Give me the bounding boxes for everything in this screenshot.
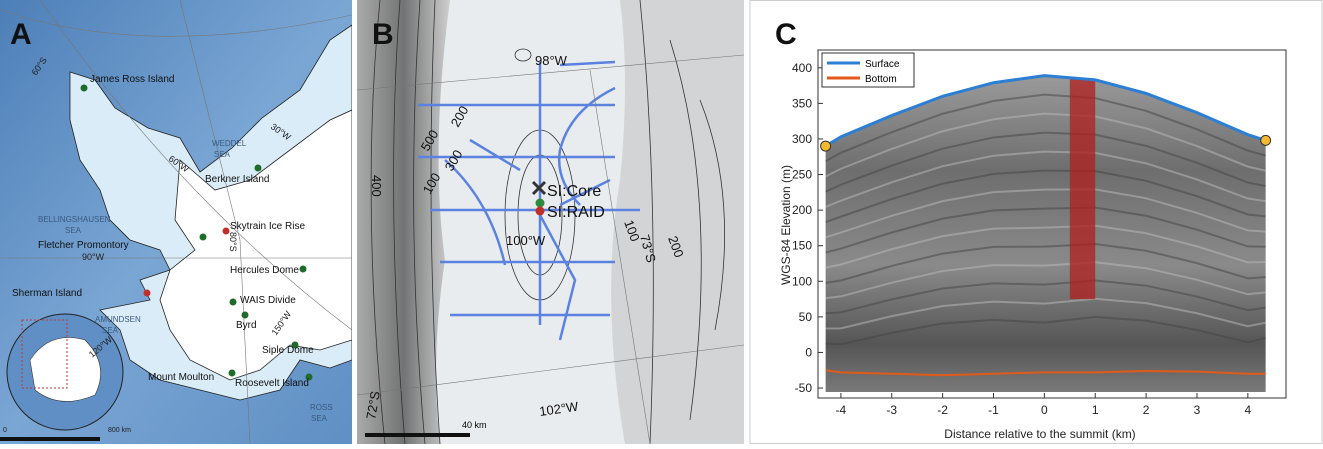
place-label: Fletcher Promontory <box>38 240 129 251</box>
site-dots <box>80 84 313 381</box>
contour-label: 100 <box>621 218 643 244</box>
flight-lines <box>418 60 640 341</box>
radargram <box>825 75 1266 392</box>
y-tick-label: 200 <box>792 203 812 217</box>
series-line <box>825 369 1266 377</box>
inset-box <box>21 319 68 389</box>
graticule-label: 80°S <box>228 232 238 252</box>
place-label: WAIS Divide <box>240 295 296 306</box>
graticule-lines <box>357 54 744 444</box>
graticule-label: 100°W <box>506 233 546 248</box>
site-label: SI:RAID <box>547 204 605 221</box>
x-tick-label: 0 <box>1041 403 1048 417</box>
place-label: Hercules Dome <box>230 265 299 276</box>
radar-layer <box>825 243 1266 284</box>
radar-layer <box>825 297 1266 330</box>
x-tick-label: -4 <box>836 403 847 417</box>
land <box>159 109 352 381</box>
y-tick-label: 350 <box>792 96 812 110</box>
place-label: Mount Moulton <box>148 372 214 383</box>
radar-layer <box>825 188 1266 239</box>
end-marker <box>1260 134 1272 146</box>
panel-label: B <box>372 18 394 51</box>
hillshade <box>611 0 744 444</box>
x-tick-label: -2 <box>937 403 948 417</box>
radar-layer <box>825 261 1266 300</box>
graticule-label: 72°S <box>363 390 383 421</box>
sea-label: WEDDEL <box>212 139 247 148</box>
scale-bar <box>0 437 100 441</box>
x-tick-label: 2 <box>1143 403 1150 417</box>
map-b: B SI:Core SI:RAID 500 200 300 100 400 10… <box>357 0 744 444</box>
inset-continent <box>29 337 101 402</box>
sea-label: ROSS <box>310 403 333 412</box>
graticule-label: 102°W <box>538 399 580 419</box>
sea-label: SEA <box>102 326 119 335</box>
legend-box <box>821 52 915 88</box>
sea-label: BELLINGSHAUSEN <box>38 215 111 224</box>
site-label: SI:Core <box>547 183 601 200</box>
scale-bar <box>365 433 470 437</box>
graticule-label: 90°W <box>82 252 105 262</box>
y-tick-label: 400 <box>792 61 812 75</box>
radar-layer <box>825 169 1266 224</box>
radar-layer <box>825 112 1266 178</box>
place-label: James Ross Island <box>90 74 174 85</box>
place-label: Roosevelt Island <box>235 378 309 389</box>
place-label: Skytrain Ice Rise <box>230 221 305 232</box>
radar-layer <box>825 131 1266 193</box>
radar-layer <box>825 279 1266 315</box>
graticule-label: 73°S <box>637 233 659 265</box>
x-tick-label: -1 <box>988 403 999 417</box>
core-marker <box>531 180 547 196</box>
site-dot <box>535 206 545 216</box>
axes-box <box>817 49 1287 399</box>
y-tick-label: 150 <box>792 239 812 253</box>
contour-label: 400 <box>369 175 384 197</box>
x-tick-label: 1 <box>1092 403 1099 417</box>
scale-label: 0 <box>3 427 7 434</box>
end-marker <box>820 140 832 152</box>
y-tick-label: 300 <box>792 132 812 146</box>
site-dot <box>535 198 545 208</box>
place-label: Byrd <box>236 320 257 331</box>
place-label: Berkner Island <box>205 174 269 185</box>
sea-label: AMUNDSEN <box>95 315 141 324</box>
hillshade <box>357 0 450 444</box>
radar-layer <box>825 93 1266 163</box>
y-tick-label: 50 <box>799 310 813 324</box>
y-tick-label: 250 <box>792 168 812 182</box>
place-label: Sherman Island <box>12 288 82 299</box>
x-axis-label: Distance relative to the summit (km) <box>944 427 1135 441</box>
panel-label: A <box>10 18 32 51</box>
map-a: A James Ross Island Berkner Island Skytr… <box>0 0 352 444</box>
scale-label: 800 km <box>108 427 131 434</box>
x-tick-label: -3 <box>886 403 897 417</box>
radar-layer <box>825 316 1266 346</box>
x-tick-label: 4 <box>1245 403 1252 417</box>
radar-layer <box>825 150 1266 208</box>
y-tick-label: -50 <box>795 381 813 395</box>
sea-label: SEA <box>214 150 231 159</box>
contours <box>370 0 726 444</box>
place-label: Siple Dome <box>262 345 314 356</box>
highlight-box <box>1069 78 1096 300</box>
y-tick-label: 100 <box>792 274 812 288</box>
contour-label: 200 <box>665 234 687 260</box>
legend-label: Surface <box>865 59 900 70</box>
series-line <box>824 74 1267 148</box>
panel-label: C <box>775 18 797 51</box>
radar-layer <box>825 206 1266 254</box>
y-axis-label: WGS-84 Elevation (m) <box>779 165 793 285</box>
radar-layer <box>825 224 1266 269</box>
sea-label: SEA <box>65 226 82 235</box>
graticule-label: 98°W <box>535 53 568 68</box>
y-tick-label: 0 <box>805 345 812 359</box>
x-tick-label: 3 <box>1194 403 1201 417</box>
scale-label: 40 km <box>462 420 487 430</box>
graticule-lines <box>0 0 352 444</box>
sea-label: SEA <box>311 414 328 423</box>
legend-label: Bottom <box>865 74 897 85</box>
